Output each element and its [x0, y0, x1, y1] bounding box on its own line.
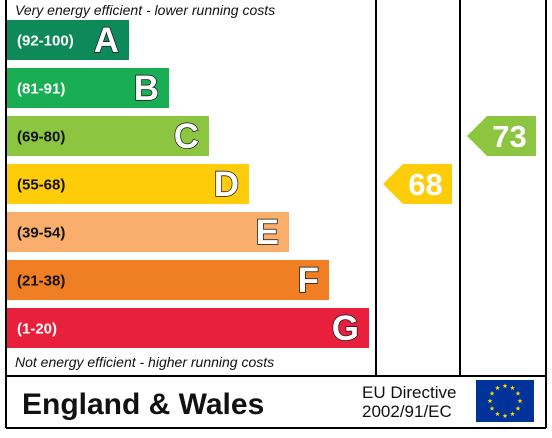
eu-flag-icon: [476, 380, 534, 422]
eu-flag-star: [515, 390, 521, 396]
band-c-letter: C: [174, 117, 199, 156]
band-g-bar: [7, 308, 369, 348]
band-a-range: (92-100): [17, 33, 74, 50]
eu-flag-star: [489, 405, 495, 411]
chart-frame: [5, 0, 547, 429]
eu-flag-star: [502, 383, 508, 389]
rating-bands: (92-100) A (81-91) B (69-80) C (55-68) D (39-54)…: [7, 20, 369, 349]
footer-directive-line1: EU Directive: [362, 383, 456, 402]
footer-directive-line2: 2002/91/EC: [362, 402, 452, 421]
band-c-range: (69-80): [17, 129, 65, 146]
current-rating-arrow: [383, 164, 452, 204]
eu-flag-star: [487, 398, 493, 404]
eu-flag-star: [495, 385, 500, 391]
eu-flag-star: [502, 413, 508, 419]
band-b-bar: [7, 68, 169, 108]
eu-flag-star: [517, 398, 523, 404]
band-d-range: (55-68): [17, 177, 65, 194]
eu-flag-star: [510, 411, 515, 417]
band-a-letter: A: [94, 21, 119, 60]
top-note: Very energy efficient - lower running co…: [15, 2, 275, 18]
band-b-range: (81-91): [17, 81, 65, 98]
band-f-range: (21-38): [17, 273, 65, 290]
band-g-range: (1-20): [17, 321, 57, 338]
eu-flag-star: [515, 405, 521, 411]
potential-rating-arrow: [467, 116, 536, 156]
band-a-bar: [7, 20, 129, 60]
bottom-note: Not energy efficient - higher running co…: [15, 354, 274, 370]
band-f-letter: F: [298, 261, 319, 300]
band-e-range: (39-54): [17, 225, 65, 242]
footer-region: England & Wales: [22, 388, 264, 421]
band-c-bar: [7, 116, 209, 156]
rating-arrows: 68 73: [383, 116, 536, 204]
current-rating-value: 68: [408, 167, 442, 202]
band-f-bar: [7, 260, 329, 300]
eu-flag-star: [495, 411, 500, 417]
band-b-letter: B: [134, 69, 159, 108]
potential-rating-value: 73: [492, 119, 526, 154]
eu-flag-star: [510, 385, 515, 391]
eu-flag-star: [489, 390, 495, 396]
band-e-letter: E: [256, 213, 279, 252]
band-g-letter: G: [332, 309, 359, 348]
band-e-bar: [7, 212, 289, 252]
band-d-letter: D: [214, 165, 239, 204]
band-d-bar: [7, 164, 249, 204]
